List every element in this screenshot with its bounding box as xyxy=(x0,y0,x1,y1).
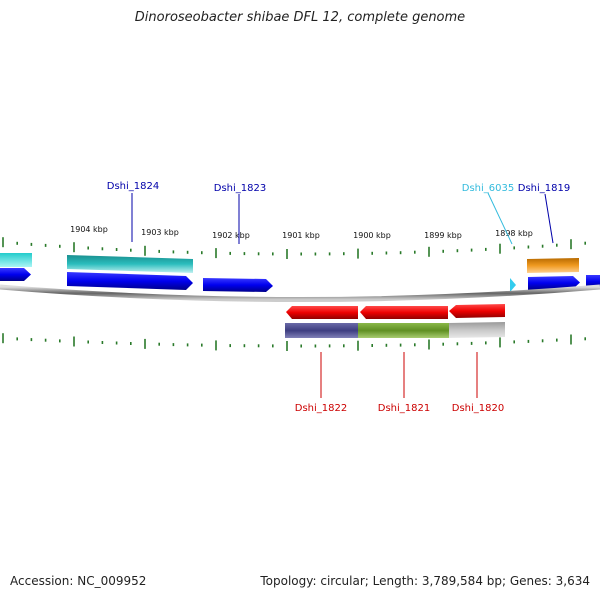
cog-feature-dshi-1824[interactable] xyxy=(67,255,193,273)
gene-dshi-1820-reverse[interactable] xyxy=(449,304,505,318)
gene-dshi-1821-reverse[interactable] xyxy=(360,306,448,319)
cog-feature-left-edge[interactable] xyxy=(0,253,32,267)
cog-feature-dshi-1821[interactable] xyxy=(358,323,449,338)
topology-summary: Topology: circular; Length: 3,789,584 bp… xyxy=(260,574,590,588)
gene-label-dshi-1822[interactable]: Dshi_1822 xyxy=(295,403,347,414)
scale-ticks-bottom xyxy=(2,333,587,351)
genome-backbone xyxy=(0,284,600,302)
accession-label: Accession: NC_009952 xyxy=(10,574,147,588)
genome-title: Dinoroseobacter shibae DFL 12, complete … xyxy=(134,10,466,25)
scale-label: 1900 kbp xyxy=(353,231,391,240)
gene-label-dshi-1823[interactable]: Dshi_1823 xyxy=(214,183,266,194)
gene-dshi-1824-forward[interactable] xyxy=(67,272,193,290)
gene-dshi-1819-forward[interactable] xyxy=(528,276,580,290)
gene-label-dshi-1821[interactable]: Dshi_1821 xyxy=(378,403,430,414)
scale-label: 1904 kbp xyxy=(70,225,108,234)
scale-label: 1901 kbp xyxy=(282,231,320,240)
gene-label-dshi-6035[interactable]: Dshi_6035 xyxy=(462,183,514,194)
scale-label: 1903 kbp xyxy=(141,228,179,237)
gene-label-dshi-1824[interactable]: Dshi_1824 xyxy=(107,181,159,192)
cog-feature-dshi-1822[interactable] xyxy=(285,323,359,338)
scale-label: 1902 kbp xyxy=(212,231,250,240)
gene-right-edge-forward[interactable] xyxy=(586,275,600,288)
cog-feature-dshi-1820[interactable] xyxy=(449,322,505,338)
gene-label-dshi-1820[interactable]: Dshi_1820 xyxy=(452,403,504,414)
scale-labels: 1904 kbp 1903 kbp 1902 kbp 1901 kbp 1900… xyxy=(70,225,533,240)
gene-left-edge-forward[interactable] xyxy=(0,268,31,281)
gene-dshi-1823-forward[interactable] xyxy=(203,278,273,292)
trna-dshi-6035[interactable] xyxy=(510,278,516,292)
scale-label: 1898 kbp xyxy=(495,229,533,238)
scale-ticks-top xyxy=(2,237,587,259)
cog-feature-dshi-1819[interactable] xyxy=(527,258,579,273)
gene-label-leaders xyxy=(131,192,554,398)
gene-label-dshi-1819[interactable]: Dshi_1819 xyxy=(518,183,570,194)
scale-label: 1899 kbp xyxy=(424,231,462,240)
gene-dshi-1822-reverse[interactable] xyxy=(286,306,358,319)
